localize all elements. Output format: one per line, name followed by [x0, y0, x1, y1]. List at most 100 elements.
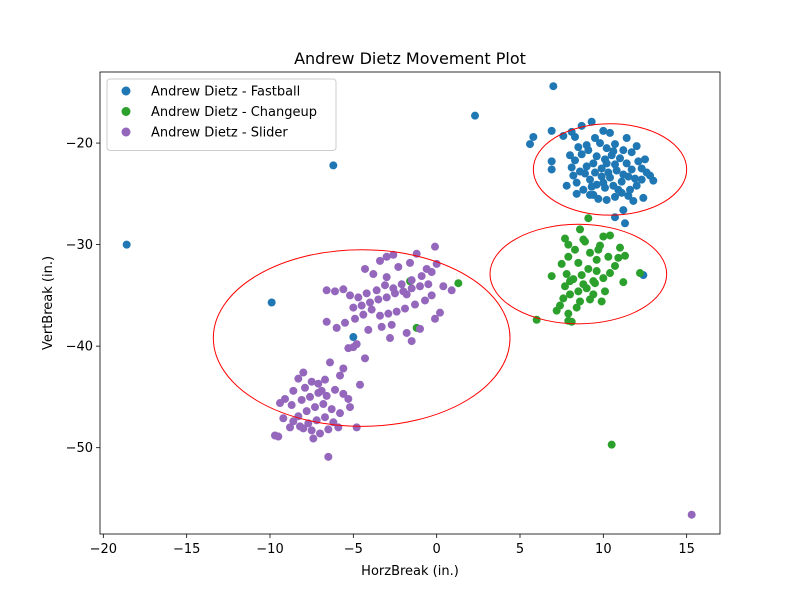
data-point	[289, 386, 298, 395]
data-point	[597, 164, 606, 173]
data-point	[579, 235, 588, 244]
data-point	[401, 304, 409, 313]
legend-label: Andrew Dietz - Fastball	[151, 85, 300, 100]
data-point	[622, 159, 631, 168]
data-point	[397, 280, 406, 289]
data-point	[406, 258, 414, 267]
data-point	[559, 294, 568, 303]
data-point	[297, 395, 306, 404]
data-point	[302, 407, 311, 416]
data-point	[627, 165, 636, 174]
data-point	[336, 409, 344, 418]
data-point	[574, 143, 583, 152]
legend-label: Andrew Dietz - Slider	[151, 126, 288, 141]
data-point	[621, 251, 629, 260]
y-tick-label: −20	[66, 137, 93, 152]
data-point	[629, 196, 638, 205]
data-point	[586, 248, 594, 257]
data-point	[349, 343, 358, 352]
data-point	[574, 258, 583, 267]
legend-box	[106, 78, 337, 151]
data-point	[274, 432, 283, 441]
data-point	[571, 156, 579, 165]
data-point	[561, 234, 569, 243]
data-point	[374, 295, 383, 304]
data-point	[606, 231, 614, 240]
data-point	[626, 185, 634, 194]
data-point	[567, 163, 576, 172]
data-point	[454, 279, 463, 288]
data-point	[572, 178, 581, 187]
data-point	[339, 364, 348, 373]
data-point	[579, 280, 588, 289]
data-point	[427, 291, 436, 300]
data-point	[604, 252, 613, 261]
data-point	[351, 314, 359, 323]
data-point	[617, 177, 626, 186]
x-tick-label: −5	[344, 542, 363, 557]
data-point	[616, 243, 624, 252]
ellipse-changeup	[489, 223, 668, 325]
data-point	[382, 273, 391, 282]
data-point	[447, 286, 456, 295]
data-point	[349, 303, 358, 312]
data-point	[571, 132, 579, 141]
data-point	[594, 194, 603, 203]
data-point	[592, 152, 601, 161]
data-point	[331, 385, 339, 394]
data-point	[564, 252, 573, 261]
data-point	[576, 297, 584, 306]
data-point	[392, 307, 401, 316]
axes-frame	[99, 71, 721, 535]
data-point	[592, 267, 601, 276]
data-point	[642, 168, 651, 177]
data-point	[621, 219, 629, 228]
data-point	[329, 161, 338, 170]
data-point	[286, 423, 294, 432]
data-point	[372, 286, 381, 295]
ellipse-slider	[212, 249, 511, 427]
data-point	[611, 192, 619, 201]
data-point	[564, 316, 573, 325]
data-point	[589, 290, 598, 299]
data-point	[584, 214, 593, 223]
data-point	[349, 333, 358, 342]
data-point	[562, 181, 571, 190]
data-point	[549, 82, 558, 91]
data-point	[612, 166, 621, 175]
plot-area	[99, 71, 721, 535]
data-point	[407, 284, 416, 293]
data-point	[357, 301, 366, 310]
data-point	[619, 146, 628, 155]
data-point	[361, 264, 369, 273]
data-point	[402, 290, 411, 299]
data-point	[619, 206, 628, 215]
x-tick-label: −15	[173, 542, 200, 557]
data-point	[586, 175, 594, 184]
data-point	[377, 322, 386, 331]
data-point	[384, 309, 393, 318]
data-point	[407, 337, 416, 346]
series-0	[122, 82, 658, 342]
data-point	[587, 117, 596, 126]
data-point	[431, 314, 439, 323]
data-point	[421, 296, 429, 305]
data-point	[584, 264, 593, 273]
data-point	[339, 389, 348, 398]
y-tick-label: −40	[66, 340, 93, 355]
chart-title: Andrew Dietz Movement Plot	[294, 49, 526, 68]
data-point	[526, 140, 534, 149]
data-point	[376, 311, 384, 320]
data-point	[346, 403, 354, 412]
series-1	[406, 214, 644, 449]
data-point	[381, 281, 389, 290]
data-point	[366, 298, 374, 307]
data-point	[606, 173, 614, 182]
data-point	[331, 287, 339, 296]
series-2	[271, 242, 696, 519]
data-point	[572, 189, 581, 198]
data-point	[584, 146, 593, 155]
data-point	[594, 245, 603, 254]
data-point	[417, 272, 426, 281]
data-point	[307, 426, 316, 435]
